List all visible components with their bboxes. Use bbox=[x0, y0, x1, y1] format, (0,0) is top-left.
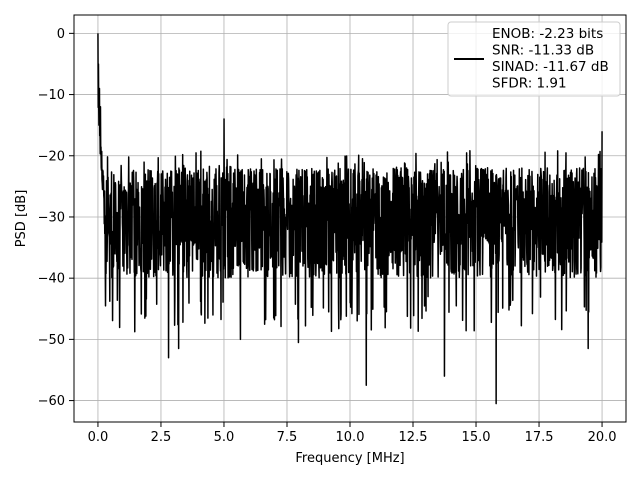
ticks: 0.0 2.5 5.0 7.5 10.0 12.5 15.0 17.5 20.0 0 −10 −20 −… bbox=[38, 27, 617, 445]
legend-sinad: SINAD: -11.67 dB bbox=[492, 59, 609, 75]
x-tick-label: 17.5 bbox=[525, 430, 554, 445]
x-tick-label: 7.5 bbox=[277, 430, 298, 445]
x-tick-label: 2.5 bbox=[151, 430, 172, 445]
psd-series-line bbox=[97, 33, 603, 405]
x-tick-label: 5.0 bbox=[214, 430, 235, 445]
legend-enob: ENOB: -2.23 bits bbox=[492, 26, 603, 42]
legend-snr: SNR: -11.33 dB bbox=[492, 43, 594, 59]
y-tick-label: −30 bbox=[38, 210, 65, 225]
y-tick-label: −10 bbox=[38, 88, 65, 103]
x-tick-label: 10.0 bbox=[336, 430, 365, 445]
y-tick-label: −60 bbox=[38, 394, 65, 409]
x-tick-label: 15.0 bbox=[462, 430, 491, 445]
y-tick-label: −20 bbox=[38, 149, 65, 164]
y-tick-label: −50 bbox=[38, 333, 65, 348]
legend: ENOB: -2.23 bits SNR: -11.33 dB SINAD: -… bbox=[447, 21, 621, 97]
y-tick-label: 0 bbox=[57, 27, 65, 42]
series-layer bbox=[97, 33, 603, 405]
x-tick-label: 0.0 bbox=[88, 430, 109, 445]
y-axis-label: PSD [dB] bbox=[14, 190, 29, 248]
x-tick-label: 20.0 bbox=[588, 430, 617, 445]
y-tick-label: −40 bbox=[38, 272, 65, 287]
legend-sfdr: SFDR: 1.91 bbox=[492, 76, 567, 92]
legend-box bbox=[447, 21, 621, 97]
x-tick-label: 12.5 bbox=[399, 430, 428, 445]
x-axis-label: Frequency [MHz] bbox=[295, 451, 404, 466]
